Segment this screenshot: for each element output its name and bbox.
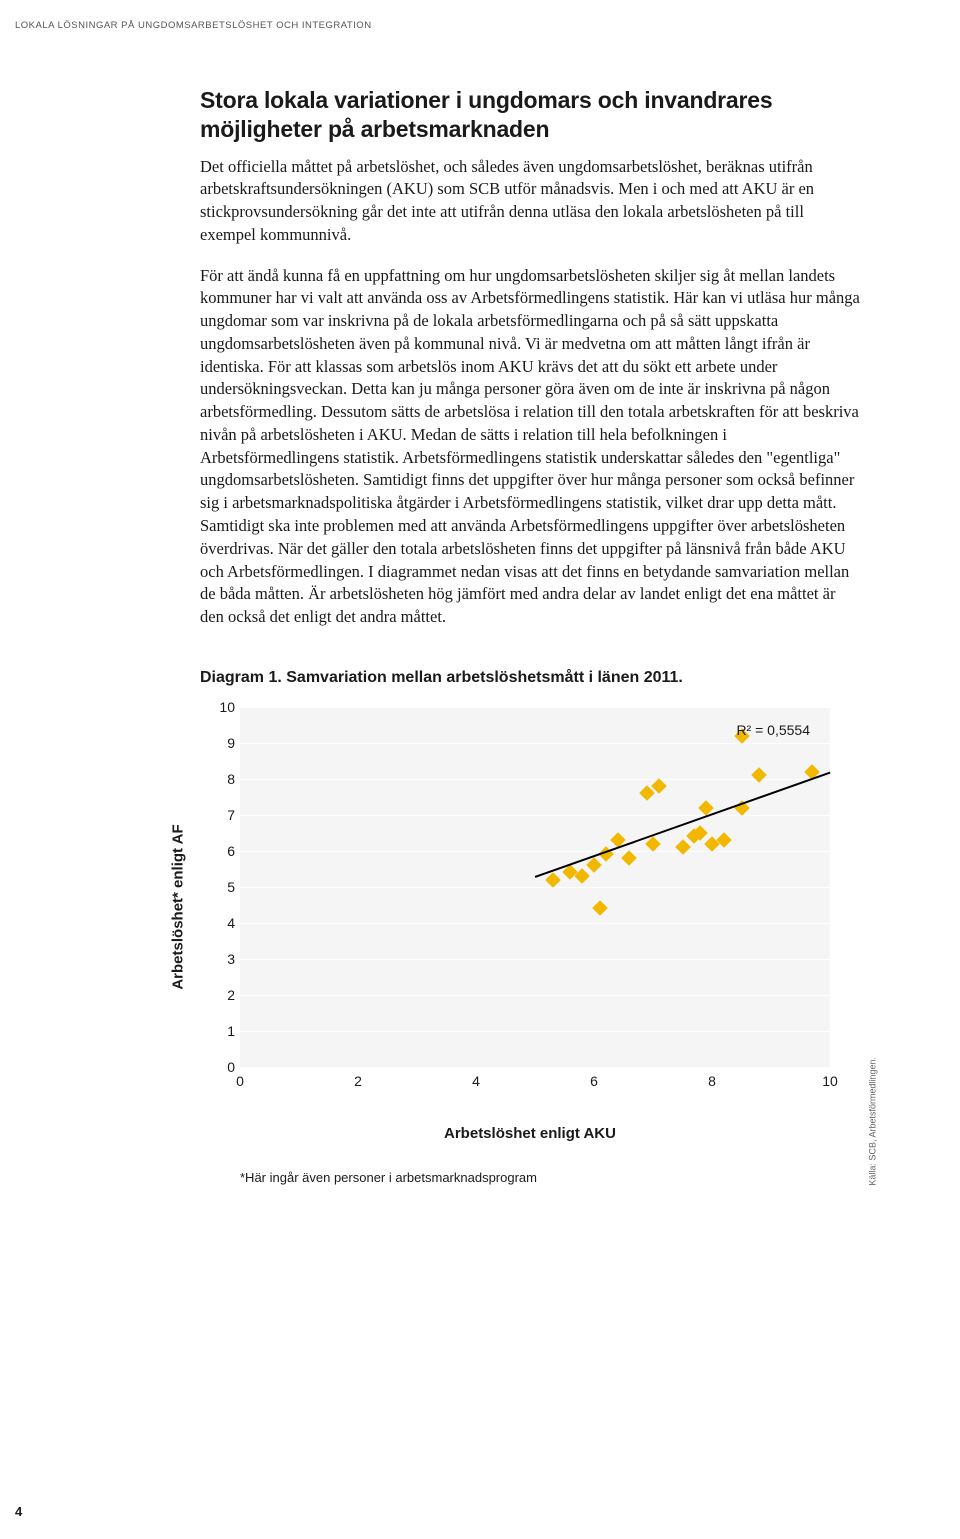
chart-footnote: *Här ingår även personer i arbetsmarknad…: [240, 1170, 860, 1185]
data-point: [751, 767, 767, 783]
data-point: [586, 857, 602, 873]
y-tick-label: 4: [200, 915, 235, 931]
gridline: [240, 851, 830, 852]
x-tick-label: 6: [590, 1073, 598, 1089]
data-point: [622, 850, 638, 866]
paragraph-2: För att ändå kunna få en uppfattning om …: [200, 265, 860, 629]
trendline: [535, 772, 830, 878]
data-point: [592, 901, 608, 917]
x-tick-label: 8: [708, 1073, 716, 1089]
data-point: [716, 832, 732, 848]
x-tick-label: 10: [822, 1073, 838, 1089]
gridline: [240, 923, 830, 924]
y-tick-label: 8: [200, 771, 235, 787]
data-point: [645, 836, 661, 852]
y-tick-label: 7: [200, 807, 235, 823]
data-point: [675, 839, 691, 855]
chart-title: Diagram 1. Samvariation mellan arbetslös…: [200, 669, 860, 687]
x-axis-label: Arbetslöshet enligt AKU: [200, 1125, 860, 1142]
section-title: Stora lokala variationer i ungdomars och…: [200, 86, 860, 144]
y-tick-label: 1: [200, 1023, 235, 1039]
x-tick-label: 4: [472, 1073, 480, 1089]
y-tick-label: 2: [200, 987, 235, 1003]
page-header: LOKALA LÖSNINGAR PÅ UNGDOMSARBETSLÖSHET …: [15, 20, 890, 31]
gridline: [240, 779, 830, 780]
y-tick-label: 10: [200, 699, 235, 715]
gridline: [240, 707, 830, 708]
x-tick-label: 2: [354, 1073, 362, 1089]
y-axis-label: Arbetslöshet* enligt AF: [170, 824, 187, 989]
y-tick-label: 6: [200, 843, 235, 859]
chart-source: Källa: SCB, Arbetsförmedlingen.: [868, 1057, 878, 1186]
y-tick-label: 3: [200, 951, 235, 967]
main-content: Stora lokala variationer i ungdomars och…: [200, 86, 860, 1185]
r-squared-label: R² = 0,5554: [736, 722, 810, 738]
x-tick-label: 0: [236, 1073, 244, 1089]
page-number: 4: [15, 1504, 22, 1519]
y-tick-label: 5: [200, 879, 235, 895]
gridline: [240, 995, 830, 996]
plot-area: R² = 0,5554: [240, 707, 830, 1067]
scatter-chart: Arbetslöshet* enligt AF R² = 0,5554 0123…: [200, 697, 860, 1117]
gridline: [240, 1031, 830, 1032]
gridline: [240, 887, 830, 888]
y-tick-label: 9: [200, 735, 235, 751]
gridline: [240, 959, 830, 960]
y-tick-label: 0: [200, 1059, 235, 1075]
data-point: [545, 872, 561, 888]
gridline: [240, 1067, 830, 1068]
paragraph-1: Det officiella måttet på arbetslöshet, o…: [200, 156, 860, 247]
